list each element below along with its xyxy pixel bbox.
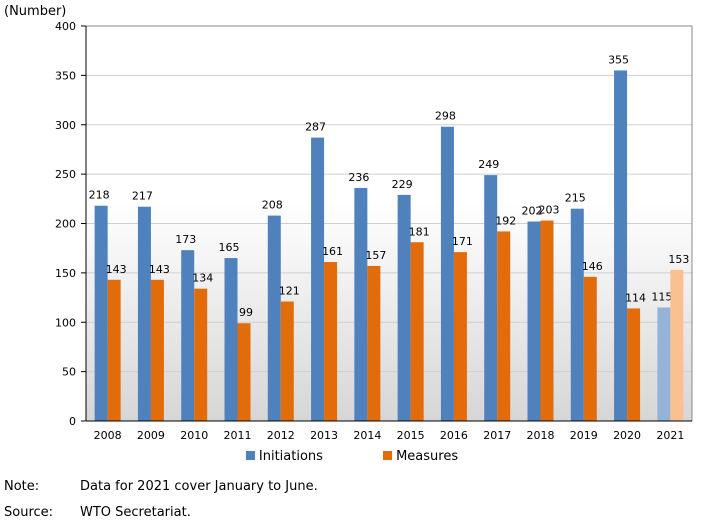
data-label-measures-2018: 203	[539, 204, 560, 217]
bar-measures-2017	[497, 231, 511, 421]
x-tick-label: 2020	[613, 429, 641, 442]
bar-measures-2018	[540, 220, 554, 421]
y-tick-label: 100	[55, 316, 76, 329]
bar-initiations-2010	[181, 250, 195, 421]
legend: Initiations Measures	[0, 449, 704, 464]
x-tick-label: 2011	[224, 429, 252, 442]
x-tick-label: 2021	[656, 429, 684, 442]
y-tick-label: 150	[55, 267, 76, 280]
data-label-initiations-2021: 115	[651, 290, 672, 303]
y-tick-label: 300	[55, 119, 76, 132]
data-label-measures-2017: 192	[495, 214, 516, 227]
y-tick-label: 200	[55, 218, 76, 231]
x-tick-label: 2016	[440, 429, 468, 442]
source-text: WTO Secretariat.	[80, 505, 191, 520]
y-tick-label: 250	[55, 168, 76, 181]
note-text: Data for 2021 cover January to June.	[80, 479, 318, 494]
source-key: Source:	[4, 505, 54, 520]
y-tick-label: 50	[62, 366, 76, 379]
bar-measures-2021	[670, 269, 684, 421]
data-label-measures-2014: 157	[365, 249, 386, 262]
bar-initiations-2013	[311, 137, 325, 421]
bar-initiations-2021	[657, 307, 671, 421]
data-label-measures-2010: 134	[192, 272, 213, 285]
data-label-initiations-2011: 165	[219, 241, 240, 254]
x-tick-label: 2015	[397, 429, 425, 442]
data-label-initiations-2009: 217	[132, 190, 153, 203]
bar-measures-2013	[324, 262, 338, 421]
bar-measures-2008	[107, 279, 121, 421]
y-tick-label: 350	[55, 69, 76, 82]
data-label-measures-2020: 114	[625, 291, 646, 304]
data-label-initiations-2018: 202	[522, 205, 543, 218]
data-label-initiations-2020: 355	[608, 53, 629, 66]
x-tick-label: 2012	[267, 429, 295, 442]
data-label-initiations-2010: 173	[175, 233, 196, 246]
note-key: Note:	[4, 479, 40, 494]
bar-measures-2016	[453, 252, 467, 421]
bar-measures-2014	[367, 265, 381, 421]
data-label-measures-2016: 171	[452, 235, 473, 248]
data-label-initiations-2019: 215	[565, 192, 586, 205]
bar-measures-2011	[237, 323, 251, 421]
source: Source: WTO Secretariat.	[4, 505, 191, 520]
bar-initiations-2017	[484, 175, 498, 421]
bar-initiations-2019	[570, 208, 584, 421]
data-label-initiations-2014: 236	[348, 171, 369, 184]
data-label-measures-2009: 143	[149, 263, 170, 276]
x-tick-label: 2018	[527, 429, 555, 442]
data-label-initiations-2016: 298	[435, 110, 456, 123]
x-tick-label: 2009	[137, 429, 165, 442]
bar-measures-2009	[150, 279, 164, 421]
bar-measures-2010	[194, 288, 208, 421]
data-label-initiations-2013: 287	[305, 121, 326, 134]
x-tick-label: 2013	[310, 429, 338, 442]
legend-swatch-initiations	[245, 451, 255, 460]
bar-measures-2015	[410, 242, 424, 421]
legend-item-measures: Measures	[383, 449, 458, 464]
bar-initiations-2008	[94, 205, 108, 421]
legend-item-initiations: Initiations	[245, 449, 323, 464]
bar-initiations-2016	[440, 126, 454, 421]
x-tick-label: 2008	[94, 429, 122, 442]
x-tick-label: 2010	[180, 429, 208, 442]
bar-initiations-2011	[224, 258, 238, 421]
legend-swatch-measures	[383, 451, 393, 460]
data-label-measures-2015: 181	[409, 225, 430, 238]
legend-label-measures: Measures	[396, 449, 459, 464]
bar-initiations-2012	[267, 215, 281, 421]
data-label-measures-2021: 153	[668, 253, 689, 266]
bar-initiations-2014	[354, 187, 368, 421]
data-label-measures-2012: 121	[279, 285, 300, 298]
x-tick-label: 2017	[483, 429, 511, 442]
legend-label-initiations: Initiations	[258, 449, 323, 464]
bar-measures-2019	[583, 276, 597, 421]
x-tick-label: 2014	[353, 429, 381, 442]
data-label-initiations-2017: 249	[478, 158, 499, 171]
note: Note: Data for 2021 cover January to June…	[4, 479, 318, 494]
bar-measures-2012	[280, 301, 294, 421]
y-axis-unit-label: (Number)	[4, 4, 67, 19]
bar-initiations-2020	[614, 70, 628, 421]
data-label-measures-2019: 146	[582, 260, 603, 273]
y-tick-label: 0	[69, 415, 76, 428]
bar-initiations-2009	[137, 206, 151, 421]
data-label-initiations-2008: 218	[89, 189, 110, 202]
bar-chart: 0 50 100 150 200 250 300 350 400 218 143 2008 217 143…	[55, 20, 693, 442]
y-tick-label: 400	[55, 20, 76, 33]
data-label-measures-2008: 143	[106, 263, 127, 276]
bar-initiations-2015	[397, 194, 411, 421]
bar-measures-2020	[627, 308, 641, 421]
data-label-measures-2013: 161	[322, 245, 343, 258]
x-tick-label: 2019	[570, 429, 598, 442]
bar-initiations-2018	[527, 221, 541, 421]
data-label-measures-2011: 99	[239, 306, 253, 319]
data-label-initiations-2012: 208	[262, 199, 283, 212]
data-label-initiations-2015: 229	[392, 178, 413, 191]
